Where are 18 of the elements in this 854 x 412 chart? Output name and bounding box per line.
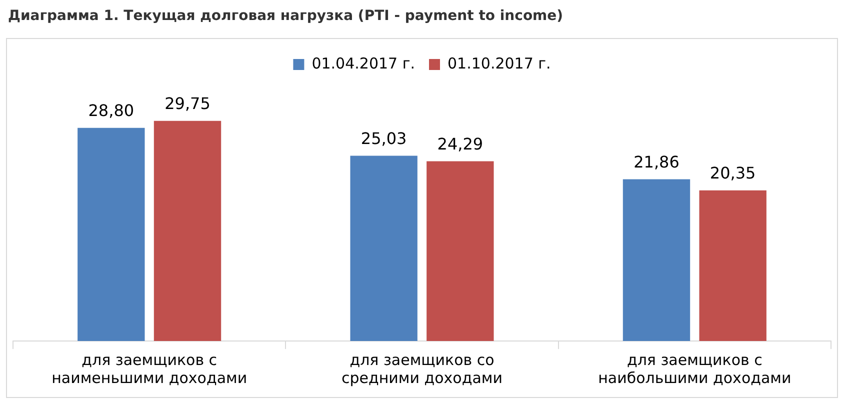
- bar: [350, 156, 418, 341]
- legend-label: 01.10.2017 г.: [448, 54, 551, 72]
- bar: [78, 128, 145, 341]
- data-label: 24,29: [437, 134, 484, 154]
- data-label: 21,86: [634, 152, 680, 172]
- x-tick-label: для заемщиков со средними доходами: [342, 350, 502, 387]
- bar: [154, 120, 222, 341]
- data-label: 29,75: [164, 94, 210, 114]
- data-label: 28,80: [88, 101, 134, 120]
- data-label: 20,35: [710, 164, 756, 183]
- bar: [622, 179, 690, 341]
- x-tick-label: для заемщиков с наибольшими доходами: [598, 350, 792, 387]
- chart-title: Диаграмма 1. Текущая долговая нагрузка (PTI - payment to income): [8, 8, 564, 24]
- data-label: 25,03: [360, 128, 407, 148]
- bar: [699, 190, 766, 341]
- x-tick-label: для заемщиков с наименьшими доходами: [52, 350, 248, 387]
- legend-label: 01.04.2017 г.: [312, 54, 416, 72]
- bar: [426, 161, 494, 341]
